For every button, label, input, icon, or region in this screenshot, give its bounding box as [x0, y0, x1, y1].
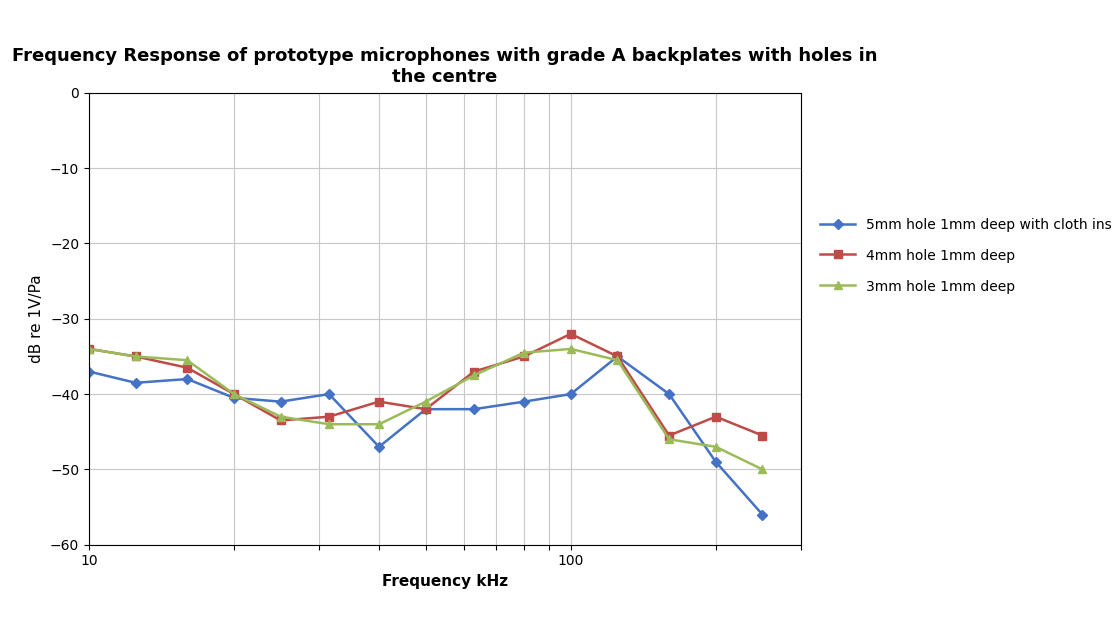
- Y-axis label: dB re 1V/Pa: dB re 1V/Pa: [29, 274, 44, 363]
- X-axis label: Frequency kHz: Frequency kHz: [381, 574, 508, 589]
- 5mm hole 1mm deep with cloth insert: [517, 398, 530, 405]
- 4mm hole 1mm deep: [129, 353, 142, 360]
- 4mm hole 1mm deep: [517, 353, 530, 360]
- 5mm hole 1mm deep with cloth insert: [82, 368, 96, 375]
- 4mm hole 1mm deep: [82, 345, 96, 353]
- 3mm hole 1mm deep: [756, 465, 770, 473]
- 5mm hole 1mm deep with cloth insert: [227, 394, 240, 402]
- 5mm hole 1mm deep with cloth insert: [373, 443, 386, 451]
- 3mm hole 1mm deep: [373, 420, 386, 428]
- 5mm hole 1mm deep with cloth insert: [274, 398, 287, 405]
- 3mm hole 1mm deep: [564, 345, 577, 353]
- 4mm hole 1mm deep: [180, 364, 193, 371]
- 4mm hole 1mm deep: [227, 391, 240, 398]
- 4mm hole 1mm deep: [756, 432, 770, 439]
- 3mm hole 1mm deep: [180, 357, 193, 364]
- 4mm hole 1mm deep: [564, 330, 577, 337]
- 5mm hole 1mm deep with cloth insert: [180, 375, 193, 383]
- 5mm hole 1mm deep with cloth insert: [419, 405, 433, 413]
- 5mm hole 1mm deep with cloth insert: [322, 391, 336, 398]
- Title: Frequency Response of prototype microphones with grade A backplates with holes i: Frequency Response of prototype micropho…: [12, 47, 877, 86]
- 3mm hole 1mm deep: [274, 413, 287, 420]
- Legend: 5mm hole 1mm deep with cloth insert, 4mm hole 1mm deep, 3mm hole 1mm deep: 5mm hole 1mm deep with cloth insert, 4mm…: [815, 213, 1112, 299]
- 5mm hole 1mm deep with cloth insert: [129, 379, 142, 386]
- 5mm hole 1mm deep with cloth insert: [467, 405, 480, 413]
- 3mm hole 1mm deep: [129, 353, 142, 360]
- 3mm hole 1mm deep: [322, 420, 336, 428]
- 3mm hole 1mm deep: [227, 391, 240, 398]
- 4mm hole 1mm deep: [663, 432, 676, 439]
- 4mm hole 1mm deep: [322, 413, 336, 420]
- 4mm hole 1mm deep: [467, 368, 480, 375]
- 4mm hole 1mm deep: [709, 413, 723, 420]
- 3mm hole 1mm deep: [610, 357, 624, 364]
- 5mm hole 1mm deep with cloth insert: [564, 391, 577, 398]
- 3mm hole 1mm deep: [663, 436, 676, 443]
- 4mm hole 1mm deep: [610, 353, 624, 360]
- 5mm hole 1mm deep with cloth insert: [709, 458, 723, 465]
- 4mm hole 1mm deep: [419, 405, 433, 413]
- 3mm hole 1mm deep: [517, 349, 530, 357]
- 3mm hole 1mm deep: [709, 443, 723, 451]
- 5mm hole 1mm deep with cloth insert: [663, 391, 676, 398]
- 3mm hole 1mm deep: [82, 345, 96, 353]
- 4mm hole 1mm deep: [274, 417, 287, 424]
- Line: 3mm hole 1mm deep: 3mm hole 1mm deep: [85, 345, 766, 474]
- 4mm hole 1mm deep: [373, 398, 386, 405]
- 3mm hole 1mm deep: [467, 371, 480, 379]
- Line: 5mm hole 1mm deep with cloth insert: 5mm hole 1mm deep with cloth insert: [86, 353, 766, 518]
- 5mm hole 1mm deep with cloth insert: [610, 353, 624, 360]
- Line: 4mm hole 1mm deep: 4mm hole 1mm deep: [85, 330, 766, 439]
- 3mm hole 1mm deep: [419, 398, 433, 405]
- 5mm hole 1mm deep with cloth insert: [756, 511, 770, 518]
